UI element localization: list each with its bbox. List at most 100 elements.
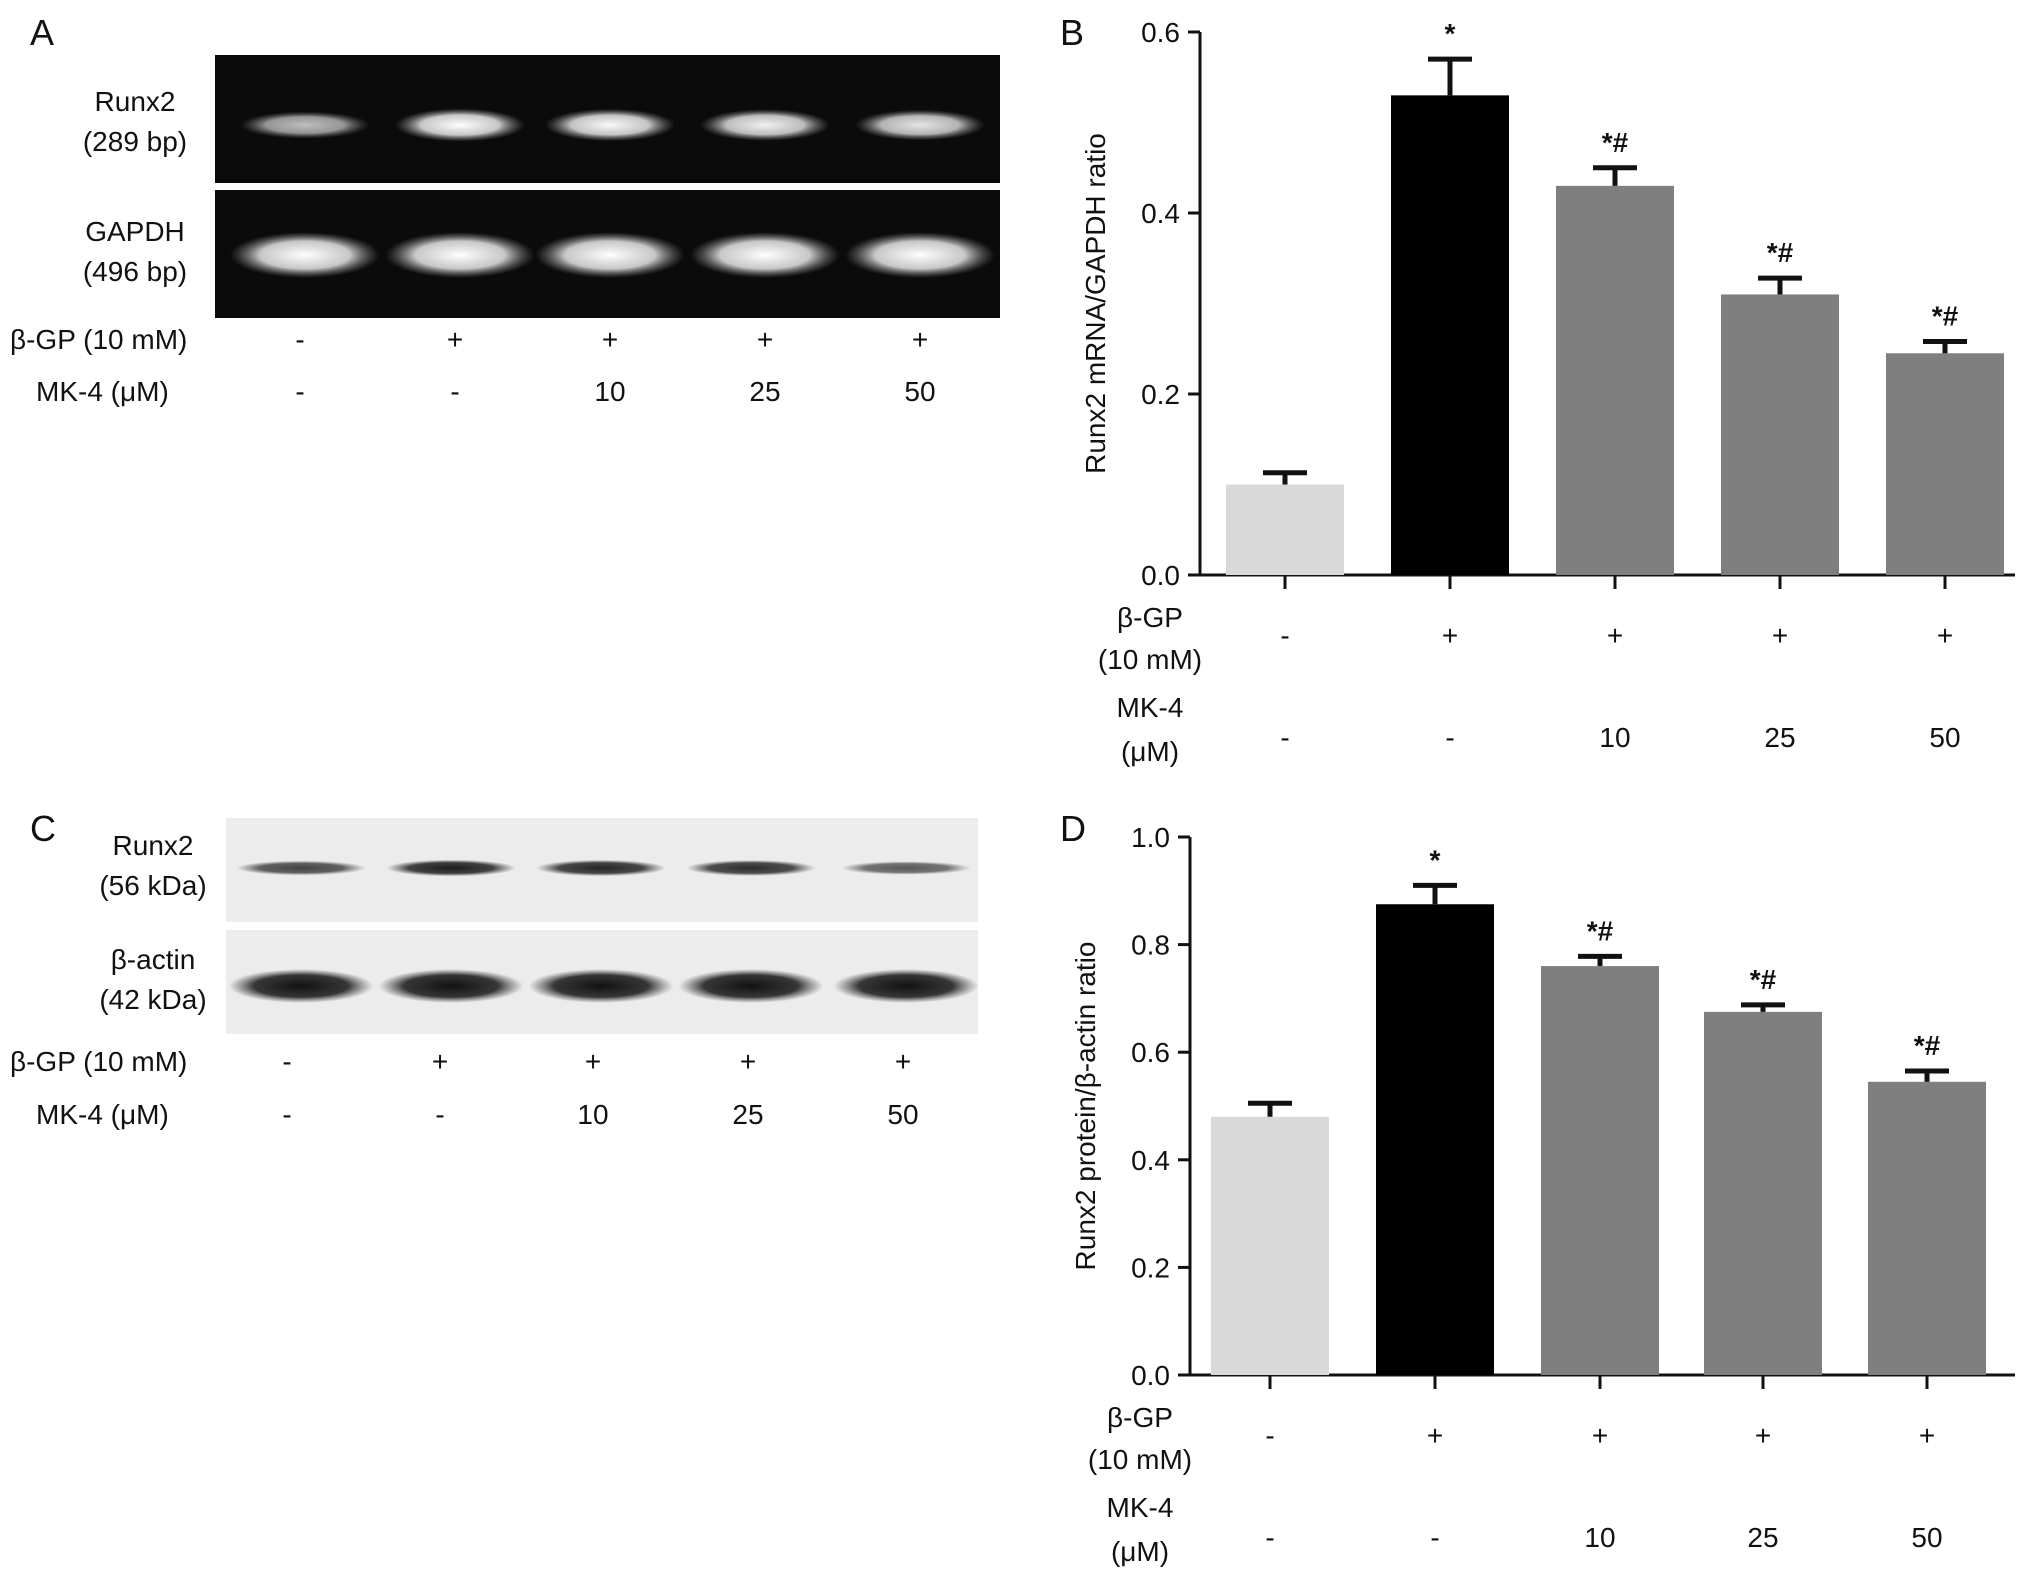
panel-a-bgp-row-label: β-GP (10 mM) [10,324,188,355]
panel-b-ytick-label: 0.4 [1141,198,1180,229]
panel-d-ytick-label: 1.0 [1131,822,1170,853]
panel-a-row2-lane2: - [450,376,460,407]
panel-d-significance-2: * [1430,844,1441,875]
panel-b-bgp-value-1: - [1280,620,1289,651]
band-Runx2-lane-4 [686,860,816,876]
panel-c-mk4-row-label: MK-4 (μM) [36,1099,169,1130]
band-Runx2-lane-5 [841,861,971,875]
panel-a-mk4-row-label: MK-4 (μM) [36,376,169,407]
panel-c-row2-lane2: - [435,1099,445,1130]
panel-b-bgp-value-3: + [1607,620,1623,651]
panel-d-ytick-label: 0.8 [1131,930,1170,961]
band-GAPDH-lane-3 [535,232,685,278]
panel-d-ytick-label: 0.2 [1131,1252,1170,1283]
panel-c-bactin-size: (42 kDa) [99,984,207,1015]
panel-d-bgp-label-line2: (10 mM) [1088,1444,1192,1475]
band-GAPDH-lane-1 [230,232,380,278]
panel-a-gapdh-size: (496 bp) [82,256,188,287]
panel-a-row1-lane3: + [601,324,619,355]
band-GAPDH-lane-5 [845,232,995,278]
panel-d-bar-2 [1376,904,1494,1375]
panel-d-ytick-label: 0.4 [1131,1145,1170,1176]
panel-d-mk4-value-2: - [1430,1522,1439,1553]
band-Runx2-lane-3 [536,859,666,877]
band-Runx2-lane-1 [236,860,366,876]
panel-a-gel-image [215,55,1000,318]
band-GAPDH-lane-4 [690,232,840,278]
panel-b-ytick-label: 0.0 [1141,560,1180,591]
band-Runx2-lane-2 [386,859,516,877]
panel-d-bgp-value-3: + [1592,1420,1608,1451]
panel-c-row2-lane5: 50 [887,1099,919,1130]
panel-d-bar-chart: 0.0 0.2 0.4 0.6 0.8 1.0 Runx2 protein/β-actin … [1070,822,2015,1567]
panel-b-bar-5 [1886,353,2004,575]
panel-d-bar-1 [1211,1116,1329,1375]
panel-d-bgp-value-2: + [1427,1420,1443,1451]
panel-d-bgp-label-line1: β-GP [1107,1402,1173,1433]
panel-d-significance-3: *# [1587,915,1614,946]
panel-c-bactin-name: β-actin [110,944,196,975]
band-Runx2-lane-2 [395,108,525,142]
panel-d-mk4-label-line1: MK-4 [1107,1492,1174,1523]
panel-a-letter: A [30,12,55,53]
panel-c-row1-lane4: + [739,1046,757,1077]
band-GAPDH-lane-2 [385,232,535,278]
panel-b-significance-2: * [1445,18,1456,49]
panel-b-bar-4 [1721,294,1839,575]
panel-d-bgp-value-4: + [1755,1420,1771,1451]
panel-a-runx2-size: (289 bp) [82,126,188,157]
band-β-actin-lane-1 [228,969,374,1003]
band-Runx2-lane-1 [240,111,370,139]
panel-c-row1-lane2: + [431,1046,449,1077]
panel-b-y-axis-label: Runx2 mRNA/GAPDH ratio [1080,133,1111,474]
panel-a-row1-lane2: + [446,324,464,355]
panel-b-mk4-label-line1: MK-4 [1117,692,1184,723]
panel-b-bgp-label-line1: β-GP [1117,602,1183,633]
panel-b-ytick-label: 0.6 [1141,17,1180,48]
panel-c-row1-lane1: - [282,1046,292,1077]
panel-a-runx2-label: Runx2 (289 bp) [60,82,210,162]
panel-d-bar-4 [1704,1011,1822,1375]
band-Runx2-lane-5 [855,109,985,141]
panel-d-mk4-label-line2: (μM) [1111,1536,1169,1567]
panel-c-runx2-name: Runx2 [112,830,194,861]
panel-b-mk4-value-5: 50 [1929,722,1960,753]
panel-b-mk4-value-3: 10 [1599,722,1630,753]
panel-c-row2-lane1: - [282,1099,292,1130]
panel-a-row1-lane4: + [756,324,774,355]
panel-a-row2-lane1: - [295,376,305,407]
panel-c-runx2-label: Runx2 (56 kDa) [78,826,228,906]
panel-b-bar-1 [1226,484,1344,575]
panel-d-y-axis-label: Runx2 protein/β-actin ratio [1070,942,1101,1271]
panel-b-mk4-value-1: - [1280,722,1289,753]
panel-d-mk4-value-5: 50 [1911,1522,1942,1553]
panel-d-bgp-value-1: - [1265,1420,1274,1451]
panel-d-letter: D [1060,808,1086,849]
panel-c-row1-lane3: + [584,1046,602,1077]
panel-b-significance-4: *# [1767,237,1794,268]
panel-a-row1-lane1: - [295,324,305,355]
panel-d-mk4-value-1: - [1265,1522,1274,1553]
panel-b-bgp-value-5: + [1937,620,1953,651]
panel-a-runx2-name: Runx2 [94,86,176,117]
panel-d-bar-3 [1541,966,1659,1375]
panel-a-row2-lane3: 10 [594,376,626,407]
panel-a-row2-lane4: 25 [749,376,781,407]
panel-b-significance-5: *# [1932,301,1959,332]
panel-d-mk4-value-4: 25 [1747,1522,1778,1553]
panel-c-row1-lane5: + [894,1046,912,1077]
panel-c-blot-image [226,818,978,1034]
panel-d-ytick-label: 0.6 [1131,1037,1170,1068]
panel-c-bgp-row-label: β-GP (10 mM) [10,1046,188,1077]
band-β-actin-lane-4 [678,969,824,1003]
panel-a-row1-lane5: + [911,324,929,355]
panel-c-letter: C [30,808,56,849]
panel-d-significance-4: *# [1750,964,1777,995]
panel-d-ytick-label: 0.0 [1131,1360,1170,1391]
panel-d-bar-5 [1868,1081,1986,1375]
panel-b-ytick-label: 0.2 [1141,379,1180,410]
panel-d-significance-5: *# [1914,1030,1941,1061]
panel-d-mk4-value-3: 10 [1584,1522,1615,1553]
band-β-actin-lane-5 [833,969,978,1003]
panel-b-significance-3: *# [1602,127,1629,158]
